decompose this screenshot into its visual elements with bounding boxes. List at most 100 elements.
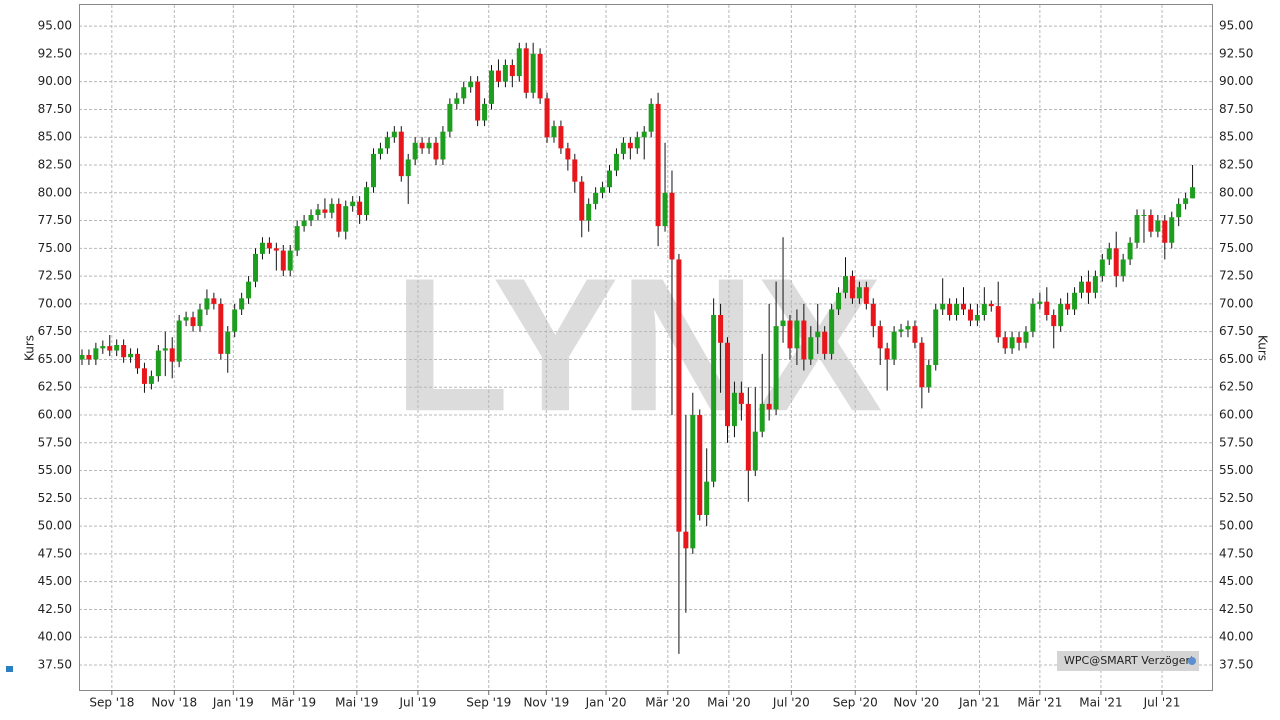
candle-body [565, 148, 571, 160]
candle-body [1065, 303, 1071, 310]
candle-body [183, 317, 189, 321]
candle-body [1148, 215, 1154, 232]
candle-body [1183, 198, 1189, 204]
candle-body [1085, 281, 1091, 293]
candle-body [86, 355, 92, 360]
x-tick-label: Nov '19 [523, 696, 569, 710]
candle-body [454, 98, 460, 104]
y-tick-label: 62.50 [38, 380, 72, 394]
candle-body [190, 317, 196, 327]
candle-body [613, 153, 619, 171]
candle-body [232, 309, 238, 332]
y-tick-label: 82.50 [38, 158, 72, 172]
x-tick-label: Sep '18 [89, 696, 134, 710]
candle-body [287, 250, 293, 271]
candle-body [884, 348, 890, 360]
candle-body [981, 303, 987, 315]
x-tick-label: Jan '20 [585, 696, 627, 710]
candle-body [1176, 203, 1182, 218]
candle-body [954, 303, 960, 315]
y-tick-label: 67.50 [38, 324, 72, 338]
candle-body [1037, 301, 1043, 304]
candle-body [1120, 259, 1126, 277]
candle-body [669, 192, 675, 260]
candle-body [475, 81, 481, 121]
candle-body [447, 103, 453, 132]
y2-tick-label: 85.00 [1219, 130, 1253, 144]
candle-body [350, 201, 356, 207]
x-tick-label: Mär '20 [645, 696, 690, 710]
candle-body [1155, 220, 1161, 232]
candle-body [607, 170, 613, 188]
y-tick-label: 47.50 [38, 546, 72, 560]
y-tick-label: 42.50 [38, 602, 72, 616]
y-tick-label: 60.00 [38, 408, 72, 422]
y2-tick-label: 42.50 [1219, 602, 1253, 616]
x-tick-label: Jul '19 [398, 696, 436, 710]
candle-body [919, 342, 925, 388]
y2-tick-label: 75.00 [1219, 241, 1253, 255]
candle-body [711, 315, 717, 482]
candle-body [218, 303, 224, 354]
x-tick-label: Mai '19 [335, 696, 378, 710]
candle-body [662, 192, 668, 227]
candle-body [766, 403, 772, 410]
candle-body [794, 320, 800, 349]
candle-body [815, 331, 821, 338]
candle-body [947, 303, 953, 315]
candle-body [697, 415, 703, 515]
y-tick-label: 72.50 [38, 269, 72, 283]
y-tick-label: 37.50 [38, 658, 72, 672]
candle-body [725, 342, 731, 427]
candle-body [343, 206, 349, 232]
candle-body [634, 137, 640, 149]
y-tick-label: 40.00 [38, 630, 72, 644]
y-tick-label: 87.50 [38, 102, 72, 116]
candle-body [93, 348, 99, 360]
candle-body [384, 137, 390, 149]
candle-body [967, 309, 973, 321]
candle-body [891, 331, 897, 360]
candle-body [530, 53, 536, 93]
y2-tick-label: 82.50 [1219, 158, 1253, 172]
plot-frame [79, 4, 1213, 691]
candle-body [676, 259, 682, 532]
candle-body [322, 209, 328, 213]
candle-body [704, 481, 710, 515]
y-tick-label: 90.00 [38, 74, 72, 88]
candle-body [912, 326, 918, 343]
candle-body [440, 131, 446, 160]
candle-body [1044, 301, 1050, 315]
candle-body [364, 187, 370, 215]
candle-body [523, 48, 529, 93]
candle-body [745, 403, 751, 471]
watermark: LYNX [393, 239, 882, 451]
y2-tick-label: 80.00 [1219, 185, 1253, 199]
candle-body [135, 353, 141, 369]
candle-body [961, 303, 967, 310]
annotation: WPC@SMART Verzögert [1064, 654, 1195, 667]
candle-body [246, 281, 252, 299]
y-tick-label: 65.00 [38, 352, 72, 366]
candle-body [211, 298, 217, 304]
candle-body [551, 126, 557, 138]
x-tick-label: Mär '21 [1017, 696, 1062, 710]
candle-body [773, 326, 779, 410]
candle-body [114, 345, 120, 351]
y2-tick-label: 62.50 [1219, 380, 1253, 394]
candle-body [482, 103, 488, 121]
x-tick-label: Mär '19 [271, 696, 316, 710]
candle-body [391, 131, 397, 138]
candle-body [933, 309, 939, 365]
candle-body [419, 142, 425, 149]
candle-body [121, 345, 127, 358]
candle-body [377, 148, 383, 154]
x-tick-label: Sep '20 [833, 696, 878, 710]
candle-body [579, 181, 585, 221]
y2-tick-label: 45.00 [1219, 574, 1253, 588]
candle-body [829, 309, 835, 354]
candle-body [509, 65, 515, 77]
candle-body [849, 276, 855, 299]
candle-body [995, 306, 1001, 338]
y2-tick-label: 70.00 [1219, 296, 1253, 310]
